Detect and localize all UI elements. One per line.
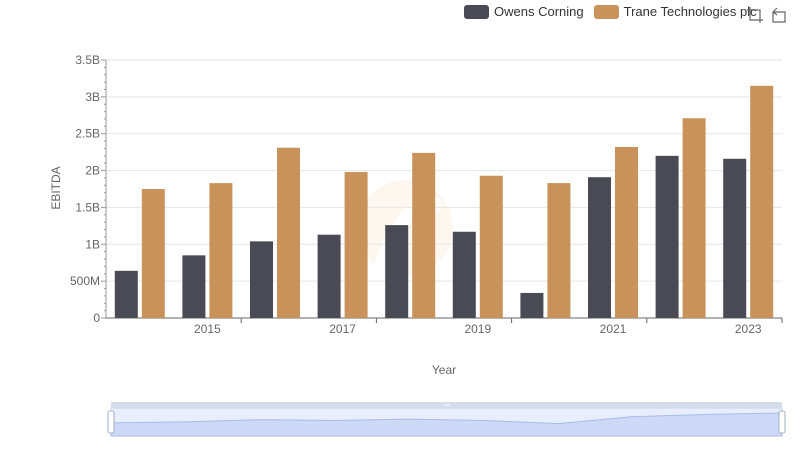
bar-owens-corning-2019[interactable] xyxy=(452,231,476,318)
y-axis-title: EBITDA xyxy=(49,166,63,209)
bar-owens-corning-2015[interactable] xyxy=(182,255,206,318)
restore-icon[interactable] xyxy=(770,6,788,24)
legend-swatch-owens-corning xyxy=(464,4,489,19)
bar-owens-corning-2021[interactable] xyxy=(588,177,611,318)
x-tick-label: 2015 xyxy=(194,322,221,336)
y-tick-label: 2.5B xyxy=(75,127,100,141)
legend-item-owens-corning[interactable]: Owens Corning xyxy=(464,4,584,19)
y-tick-label: 0 xyxy=(93,311,100,325)
bar-trane-technologies-plc-2016[interactable] xyxy=(277,147,300,318)
legend-label: Owens Corning xyxy=(494,4,584,19)
bar-owens-corning-2023[interactable] xyxy=(723,158,747,318)
y-tick-label: 2B xyxy=(85,164,100,178)
bar-owens-corning-2017[interactable] xyxy=(317,234,341,318)
toolbox xyxy=(746,6,794,24)
bar-owens-corning-2016[interactable] xyxy=(250,241,273,318)
legend-item-trane[interactable]: Trane Technologies plc xyxy=(593,4,757,19)
x-tick-label: 2023 xyxy=(735,322,762,336)
legend-label: Trane Technologies plc xyxy=(623,4,757,19)
y-tick-label: 1.5B xyxy=(75,200,100,214)
bar-owens-corning-2022[interactable] xyxy=(655,155,679,318)
x-tick-label: 2017 xyxy=(329,322,356,336)
data-zoom-slider[interactable] xyxy=(107,402,786,437)
data-zoom-handle-right[interactable] xyxy=(778,410,786,434)
x-axis-title: Year xyxy=(432,363,456,377)
x-axis: 2015 2017 2019 2021 2023 xyxy=(106,317,783,336)
legend: Owens Corning Trane Technologies plc xyxy=(464,4,767,19)
bar-owens-corning-2014[interactable] xyxy=(114,270,138,318)
bars[interactable] xyxy=(114,85,774,318)
bar-trane-technologies-plc-2019[interactable] xyxy=(479,175,503,318)
zoom-icon[interactable] xyxy=(746,6,764,24)
y-tick-label: 500M xyxy=(70,274,100,288)
x-tick-label: 2019 xyxy=(464,322,491,336)
bar-owens-corning-2020[interactable] xyxy=(520,292,544,318)
y-tick-label: 3.5B xyxy=(75,53,100,67)
bar-owens-corning-2018[interactable] xyxy=(385,225,409,318)
bar-trane-technologies-plc-2014[interactable] xyxy=(141,189,165,318)
bar-trane-technologies-plc-2020[interactable] xyxy=(547,183,571,318)
y-tick-label: 3B xyxy=(85,90,100,104)
legend-swatch-trane xyxy=(593,4,619,19)
x-tick-label: 2021 xyxy=(600,322,627,336)
bar-trane-technologies-plc-2017[interactable] xyxy=(344,172,368,318)
bar-trane-technologies-plc-2023[interactable] xyxy=(750,85,774,318)
y-axis: 0 500M 1B 1.5B 2B 2.5B 3B 3.5B xyxy=(70,53,107,325)
bar-trane-technologies-plc-2022[interactable] xyxy=(682,118,706,318)
bar-trane-technologies-plc-2018[interactable] xyxy=(412,152,436,318)
bar-trane-technologies-plc-2015[interactable] xyxy=(209,183,233,318)
y-tick-label: 1B xyxy=(85,237,100,251)
bar-trane-technologies-plc-2021[interactable] xyxy=(615,146,638,318)
data-zoom-handle-left[interactable] xyxy=(107,410,115,434)
